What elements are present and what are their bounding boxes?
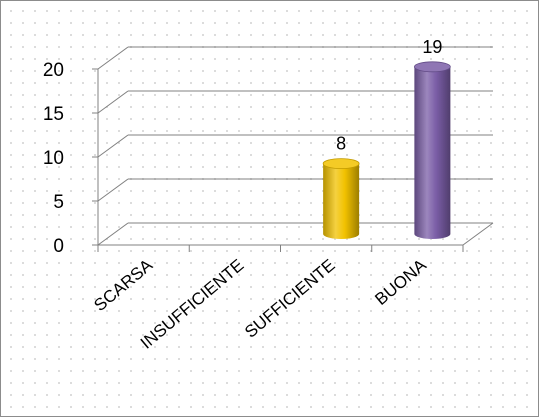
y-tick-label: 20 [43, 60, 64, 81]
y-tick-label: 15 [43, 104, 64, 125]
bar-buona[interactable] [414, 66, 451, 240]
bar-sufficiente[interactable] [323, 163, 360, 240]
gridline-side [97, 222, 129, 246]
x-tick-label: SUFFICIENTE [241, 256, 339, 342]
y-tick-label: 0 [53, 236, 64, 257]
y-tick-label: 5 [53, 192, 64, 213]
gridline-side [97, 90, 129, 114]
gridline-side [97, 134, 129, 158]
data-label: 8 [336, 134, 346, 154]
y-tick-label: 10 [43, 148, 64, 169]
data-label: 19 [422, 37, 442, 57]
gridline-side [97, 178, 129, 202]
x-tick-label: BUONA [371, 255, 430, 309]
floor-edge [462, 222, 494, 246]
gridline-side [97, 46, 129, 70]
bar-top-sufficiente [322, 158, 360, 170]
bar-top-buona [413, 61, 451, 73]
x-tick-label: SCARSA [90, 255, 156, 315]
